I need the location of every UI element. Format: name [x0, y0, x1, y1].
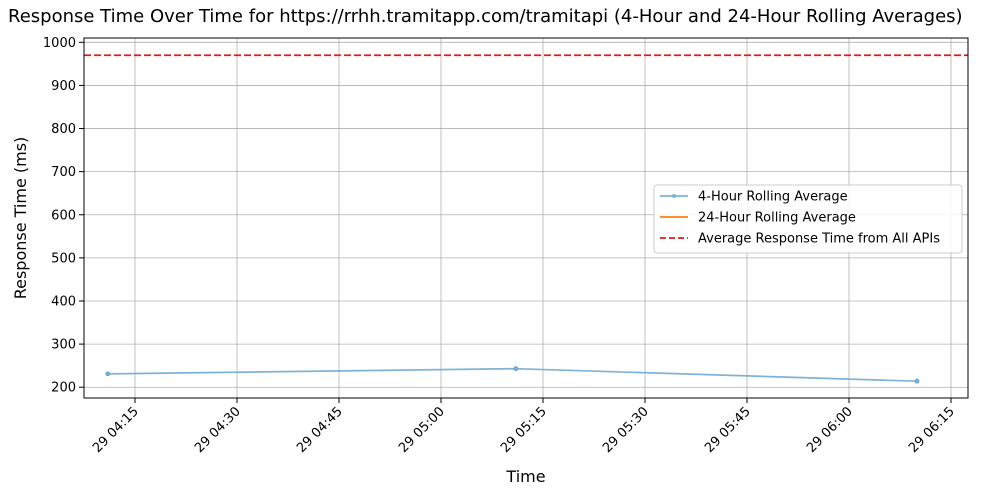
y-tick-label: 1000	[43, 36, 76, 51]
legend-label: Average Response Time from All APIs	[698, 232, 940, 247]
legend-label: 4-Hour Rolling Average	[698, 190, 848, 205]
legend: 4-Hour Rolling Average 24-Hour Rolling Av…	[653, 184, 963, 254]
y-tick-label: 500	[51, 251, 76, 266]
y-tick-label: 300	[51, 338, 76, 353]
x-axis-label: Time	[505, 467, 545, 486]
y-tick-label: 200	[51, 381, 76, 396]
y-tick-label: 800	[51, 122, 76, 137]
legend-label: 24-Hour Rolling Average	[698, 211, 856, 226]
y-tick-label: 700	[51, 165, 76, 180]
plot-frame	[83, 37, 969, 399]
legend-frame	[653, 184, 963, 254]
data-point	[105, 371, 111, 377]
y-tick-label: 900	[51, 79, 76, 94]
data-point	[513, 366, 519, 372]
data-point	[914, 378, 920, 384]
chart-title: Response Time Over Time for https://rrhh…	[8, 6, 963, 27]
legend-marker	[672, 194, 676, 198]
y-tick-label: 600	[51, 208, 76, 223]
y-tick-label: 400	[51, 294, 76, 309]
y-axis-label: Response Time (ms)	[11, 137, 30, 300]
